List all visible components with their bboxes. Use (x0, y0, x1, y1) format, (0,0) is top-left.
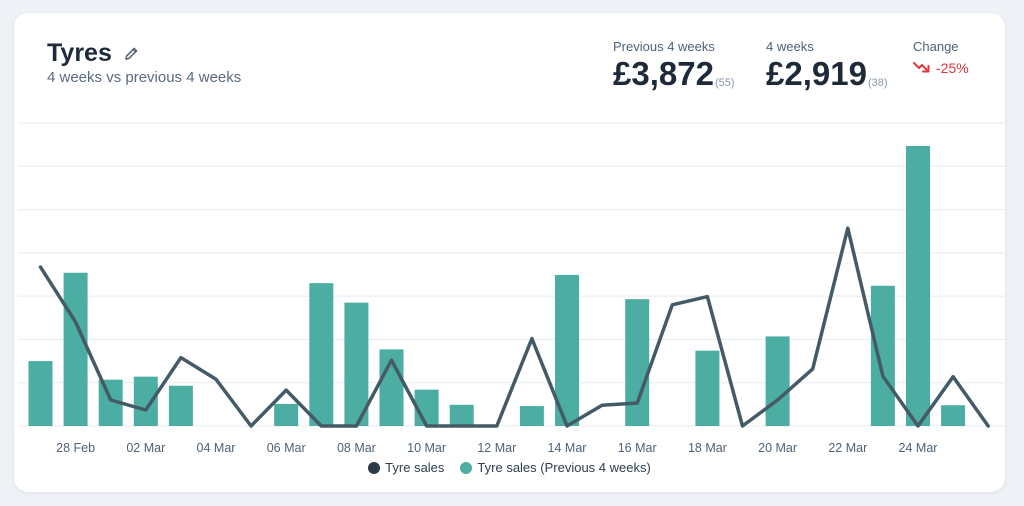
stat-change: Change -25% (913, 39, 969, 76)
stat-previous-label: Previous 4 weeks (613, 39, 715, 54)
x-tick-label: 20 Mar (758, 441, 797, 455)
stat-change-label: Change (913, 39, 959, 54)
bar-previous-4-weeks (906, 145, 930, 427)
bar-previous-4-weeks (63, 272, 88, 426)
x-tick-label: 24 Mar (899, 441, 938, 455)
bar-previous-4-weeks (344, 302, 369, 426)
stat-previous: Previous 4 weeks £3,872 (55) (613, 39, 735, 91)
x-tick-label: 14 Mar (548, 441, 587, 455)
tyre-sales-chart: 28 Feb 02 Mar 04 Mar 06 Mar 08 Mar 10 Mar 12 M… (18, 122, 1005, 455)
legend-label: Tyre sales (Previous 4 weeks) (477, 460, 651, 475)
x-tick-label: 02 Mar (126, 441, 165, 455)
stat-current-count: (38) (867, 77, 888, 89)
stat-change-value: -25% (936, 60, 969, 76)
x-tick-label: 04 Mar (197, 441, 236, 455)
card-subtitle: 4 weeks vs previous 4 weeks (47, 69, 242, 86)
x-tick-label: 06 Mar (267, 441, 306, 455)
legend-swatch (368, 461, 381, 474)
legend-item-tyre-sales-previous[interactable]: Tyre sales (Previous 4 weeks) (460, 460, 651, 475)
bar-previous-4-weeks (168, 385, 193, 426)
stat-previous-value: £3,872 (613, 55, 714, 92)
legend-item-tyre-sales[interactable]: Tyre sales (368, 460, 444, 475)
tyres-card: Tyres 4 weeks vs previous 4 weeks Previo… (14, 13, 1005, 492)
card-title: Tyres (47, 39, 112, 67)
bar-previous-4-weeks (941, 405, 966, 426)
x-tick-label: 08 Mar (337, 441, 376, 455)
bar-previous-4-weeks (309, 283, 334, 426)
stat-current: 4 weeks £2,919 (38) (766, 39, 888, 91)
x-tick-label: 28 Feb (56, 441, 95, 455)
x-tick-label: 16 Mar (618, 441, 657, 455)
stat-current-label: 4 weeks (766, 39, 814, 54)
title-row: Tyres (47, 39, 139, 68)
bar-previous-4-weeks (555, 274, 579, 426)
stat-current-value: £2,919 (766, 55, 867, 92)
bar-previous-4-weeks (870, 285, 895, 426)
trend-down-icon (913, 62, 930, 73)
bar-previous-4-weeks (28, 361, 53, 426)
bar-previous-4-weeks (449, 404, 474, 426)
bar-previous-4-weeks (133, 376, 158, 426)
legend-swatch (460, 461, 473, 474)
bar-previous-4-weeks (625, 299, 650, 426)
series-line-tyre-sales (38, 226, 990, 428)
x-tick-label: 10 Mar (407, 441, 446, 455)
bar-previous-4-weeks (765, 336, 790, 426)
x-tick-label: 18 Mar (688, 441, 727, 455)
legend-label: Tyre sales (385, 460, 445, 475)
pencil-icon[interactable] (124, 46, 139, 61)
bar-previous-4-weeks (274, 403, 299, 426)
stat-previous-count: (55) (714, 77, 735, 89)
x-tick-label: 22 Mar (828, 441, 867, 455)
bar-previous-4-weeks (519, 406, 544, 426)
chart-legend: Tyre sales Tyre sales (Previous 4 weeks) (14, 460, 1005, 475)
x-tick-label: 12 Mar (477, 441, 516, 455)
bar-previous-4-weeks (695, 350, 720, 426)
